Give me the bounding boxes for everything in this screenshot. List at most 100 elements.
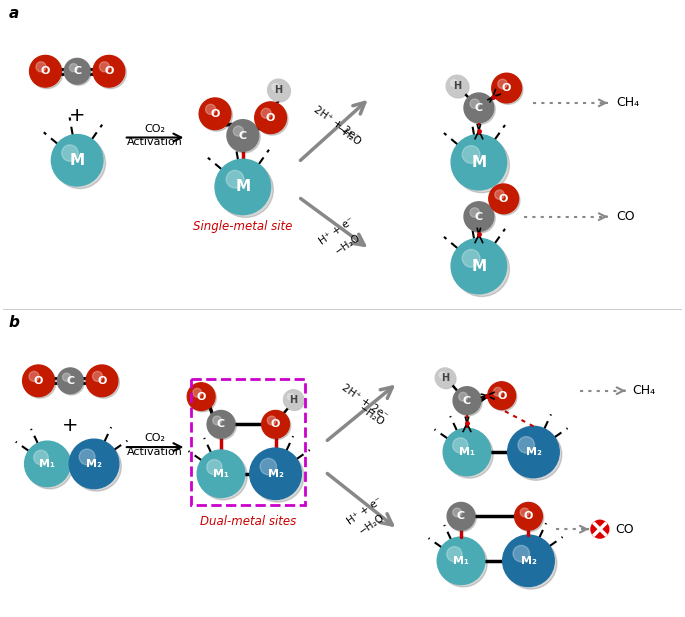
Circle shape: [506, 537, 557, 589]
Text: H⁺ + e⁻: H⁺ + e⁻: [318, 216, 356, 247]
Circle shape: [284, 390, 303, 410]
Circle shape: [187, 383, 215, 410]
Text: CH₄: CH₄: [616, 96, 639, 109]
Text: C: C: [463, 395, 471, 405]
Circle shape: [66, 60, 91, 85]
Circle shape: [212, 416, 221, 425]
Circle shape: [207, 460, 222, 474]
Circle shape: [440, 539, 487, 587]
Text: +: +: [62, 416, 79, 435]
Text: C: C: [73, 66, 82, 77]
Circle shape: [252, 450, 304, 502]
Circle shape: [439, 372, 445, 378]
Circle shape: [454, 241, 510, 297]
Circle shape: [95, 57, 126, 89]
Circle shape: [510, 429, 562, 480]
Text: M₂: M₂: [268, 469, 284, 479]
Text: O: O: [497, 391, 506, 400]
Circle shape: [466, 94, 495, 124]
Text: Activation: Activation: [127, 138, 183, 147]
Circle shape: [72, 442, 121, 491]
Circle shape: [69, 64, 77, 72]
Circle shape: [520, 508, 529, 517]
Circle shape: [99, 62, 110, 72]
Text: C: C: [475, 212, 483, 222]
Text: C: C: [457, 511, 465, 521]
Circle shape: [69, 439, 119, 489]
Circle shape: [514, 502, 543, 530]
Text: CO₂: CO₂: [145, 123, 166, 134]
Circle shape: [449, 504, 476, 531]
Circle shape: [453, 508, 462, 517]
Circle shape: [446, 75, 468, 97]
Circle shape: [518, 437, 534, 453]
Text: M₂: M₂: [525, 447, 541, 457]
Circle shape: [267, 416, 276, 425]
Circle shape: [508, 426, 559, 478]
Circle shape: [462, 146, 480, 164]
Circle shape: [29, 371, 39, 381]
Circle shape: [470, 208, 479, 217]
Text: H: H: [441, 373, 449, 383]
Text: −H₂O: −H₂O: [334, 123, 362, 148]
Text: −H₂O: −H₂O: [357, 403, 386, 428]
Circle shape: [470, 99, 479, 109]
Circle shape: [93, 56, 125, 87]
Circle shape: [489, 383, 517, 411]
Text: M: M: [471, 155, 486, 170]
Text: CO: CO: [614, 523, 634, 536]
Circle shape: [262, 410, 290, 438]
Circle shape: [59, 369, 84, 395]
Circle shape: [437, 537, 485, 584]
Text: H: H: [275, 85, 283, 95]
Circle shape: [447, 547, 462, 561]
Text: M₂: M₂: [86, 459, 102, 469]
Text: M₁: M₁: [40, 459, 55, 469]
Text: C: C: [217, 420, 225, 429]
Circle shape: [261, 108, 271, 118]
Circle shape: [488, 382, 516, 410]
Text: O: O: [34, 376, 43, 386]
Text: O: O: [197, 392, 206, 402]
Circle shape: [215, 159, 271, 215]
Circle shape: [234, 126, 243, 136]
Circle shape: [454, 388, 482, 416]
Circle shape: [288, 394, 294, 400]
Text: C: C: [66, 376, 74, 386]
Circle shape: [513, 545, 530, 562]
Circle shape: [516, 504, 544, 531]
Circle shape: [218, 162, 273, 217]
Circle shape: [23, 365, 54, 397]
Circle shape: [88, 366, 119, 398]
Circle shape: [64, 59, 90, 84]
Circle shape: [454, 138, 510, 193]
Circle shape: [443, 428, 490, 476]
Circle shape: [272, 83, 279, 91]
Circle shape: [29, 56, 61, 87]
Circle shape: [493, 75, 523, 104]
Circle shape: [199, 452, 247, 500]
Circle shape: [188, 384, 216, 412]
Text: b: b: [9, 315, 20, 331]
Circle shape: [435, 368, 455, 387]
Circle shape: [591, 520, 609, 538]
Circle shape: [206, 104, 216, 114]
Text: −H₂O: −H₂O: [334, 232, 362, 257]
Circle shape: [62, 145, 78, 161]
Text: CO₂: CO₂: [145, 433, 166, 443]
Circle shape: [447, 77, 469, 98]
Circle shape: [284, 391, 304, 410]
Text: M₁: M₁: [213, 469, 229, 479]
Circle shape: [226, 170, 244, 188]
Circle shape: [58, 368, 83, 394]
Circle shape: [250, 448, 301, 500]
Text: C: C: [475, 103, 483, 113]
Circle shape: [445, 431, 493, 478]
Circle shape: [54, 137, 105, 189]
Circle shape: [24, 366, 56, 398]
Text: +: +: [69, 106, 86, 125]
Circle shape: [459, 392, 468, 401]
Text: O: O: [499, 194, 508, 204]
Circle shape: [466, 203, 495, 233]
Text: −H₂O: −H₂O: [357, 512, 386, 537]
